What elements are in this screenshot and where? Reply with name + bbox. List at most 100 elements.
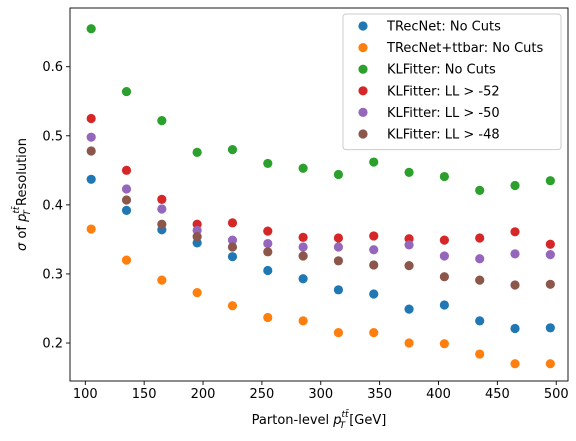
data-point xyxy=(121,86,132,97)
legend-marker xyxy=(358,86,368,96)
data-point xyxy=(227,218,238,228)
data-point xyxy=(439,272,449,282)
x-axis-label: Parton-level ptt̄ T [GeV] xyxy=(252,408,387,431)
data-point xyxy=(298,232,308,242)
legend-box xyxy=(342,13,562,151)
series-4 xyxy=(86,132,555,264)
data-point xyxy=(545,279,555,289)
data-point xyxy=(263,247,273,257)
data-point xyxy=(192,232,202,242)
data-point xyxy=(545,239,555,249)
data-point xyxy=(298,274,308,284)
data-point xyxy=(439,251,449,261)
legend-label: KLFitter: LL > -52 xyxy=(387,84,500,99)
legend-marker xyxy=(358,107,368,117)
data-point xyxy=(157,204,167,214)
data-point xyxy=(475,275,485,285)
data-point xyxy=(404,338,414,348)
data-point xyxy=(475,233,485,243)
data-point xyxy=(157,219,167,229)
data-point xyxy=(369,289,379,299)
y-tick-label: 0.6 xyxy=(42,60,63,75)
data-point xyxy=(227,252,238,262)
data-point xyxy=(86,132,96,142)
series-0 xyxy=(86,174,555,334)
data-point xyxy=(298,251,308,261)
data-point xyxy=(404,167,414,177)
data-point xyxy=(227,145,238,155)
data-point xyxy=(121,195,132,205)
x-tick-label: 500 xyxy=(544,387,569,402)
data-point xyxy=(86,146,96,156)
x-tick-label: 400 xyxy=(426,387,451,402)
data-point xyxy=(510,227,520,237)
data-point xyxy=(510,359,520,369)
data-point xyxy=(439,300,449,310)
data-point xyxy=(369,231,379,241)
data-point xyxy=(369,328,379,338)
data-point xyxy=(404,240,414,250)
legend-label: TRecNet+ttbar: No Cuts xyxy=(386,41,544,56)
data-point xyxy=(475,316,485,326)
data-point xyxy=(333,328,344,338)
data-point xyxy=(227,301,238,311)
series-3 xyxy=(86,113,555,249)
legend-label: TRecNet: No Cuts xyxy=(386,20,501,35)
data-point xyxy=(86,113,96,124)
data-point xyxy=(369,245,379,255)
y-axis-label: σ of ptt̄T Resolution xyxy=(10,138,33,251)
data-point xyxy=(475,254,485,264)
data-point xyxy=(545,359,555,369)
data-point xyxy=(121,165,132,175)
data-point xyxy=(475,349,485,359)
data-point xyxy=(263,226,273,236)
legend-label: KLFitter: No Cuts xyxy=(387,63,496,78)
data-point xyxy=(121,184,132,194)
axes: 100 150 200 250 300 350 400 450 500 0.2 0.3 0.4 0.5 0… xyxy=(10,7,569,431)
data-point xyxy=(510,323,520,334)
data-point xyxy=(333,242,344,252)
data-point xyxy=(439,171,449,182)
legend: TRecNet: No Cuts TRecNet+ttbar: No Cuts KL… xyxy=(342,13,562,151)
legend-marker xyxy=(358,129,368,139)
data-point xyxy=(86,224,96,234)
data-point xyxy=(404,261,414,271)
data-point xyxy=(298,163,308,173)
data-points xyxy=(86,24,555,369)
data-point xyxy=(263,312,273,323)
data-point xyxy=(86,174,96,184)
data-point xyxy=(192,147,202,157)
legend-label: KLFitter: LL > -48 xyxy=(387,128,500,143)
data-point xyxy=(475,185,485,195)
data-point xyxy=(545,176,555,186)
axes-frame xyxy=(69,7,569,382)
data-point xyxy=(439,235,449,245)
data-point xyxy=(192,287,202,298)
data-point xyxy=(510,180,520,191)
x-tick-label: 250 xyxy=(249,387,274,402)
data-point xyxy=(510,249,520,259)
data-point xyxy=(86,24,96,34)
data-point xyxy=(369,260,379,270)
legend-marker xyxy=(358,64,368,74)
data-point xyxy=(333,233,344,243)
data-point xyxy=(121,205,132,215)
data-point xyxy=(121,255,132,265)
data-point xyxy=(227,235,238,245)
legend-marker xyxy=(358,43,368,53)
y-tick-label: 0.3 xyxy=(42,267,63,282)
data-point xyxy=(333,285,344,295)
x-tick-label: 450 xyxy=(485,387,510,402)
series-1 xyxy=(86,224,555,369)
data-point xyxy=(369,157,379,167)
data-point xyxy=(263,265,273,276)
data-point xyxy=(510,280,520,290)
data-point xyxy=(333,256,344,266)
data-point xyxy=(333,169,344,180)
series-5 xyxy=(86,146,555,290)
x-tick-label: 100 xyxy=(73,387,98,402)
data-point xyxy=(545,323,555,333)
x-tick-label: 300 xyxy=(308,387,333,402)
y-tick-label: 0.5 xyxy=(42,129,63,144)
